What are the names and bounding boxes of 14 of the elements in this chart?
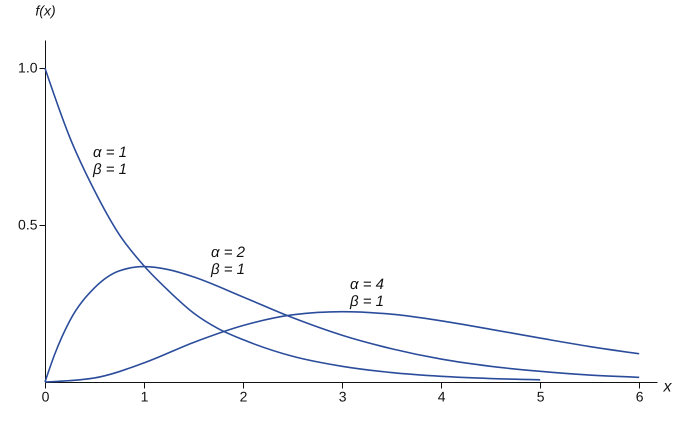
x-tick-label: 5 bbox=[536, 388, 545, 404]
annotation: α = 1 β = 1 bbox=[92, 144, 128, 178]
y-tick-label: 0.5 bbox=[18, 216, 38, 233]
annotation: α = 2 β = 1 bbox=[210, 244, 246, 278]
y-tick-label: 1.0 bbox=[18, 60, 38, 76]
x-tick-label: 2 bbox=[240, 388, 248, 404]
annotation: α = 4 β = 1 bbox=[349, 276, 384, 310]
x-tick-label: 0 bbox=[42, 388, 50, 404]
x-axis-title: x bbox=[662, 378, 672, 396]
y-axis-title: f(x) bbox=[35, 2, 56, 18]
x-tick-label: 1 bbox=[140, 388, 149, 404]
x-tick-label: 3 bbox=[338, 388, 347, 404]
x-tick-label: 4 bbox=[438, 388, 446, 404]
x-tick-label: 6 bbox=[636, 388, 644, 404]
